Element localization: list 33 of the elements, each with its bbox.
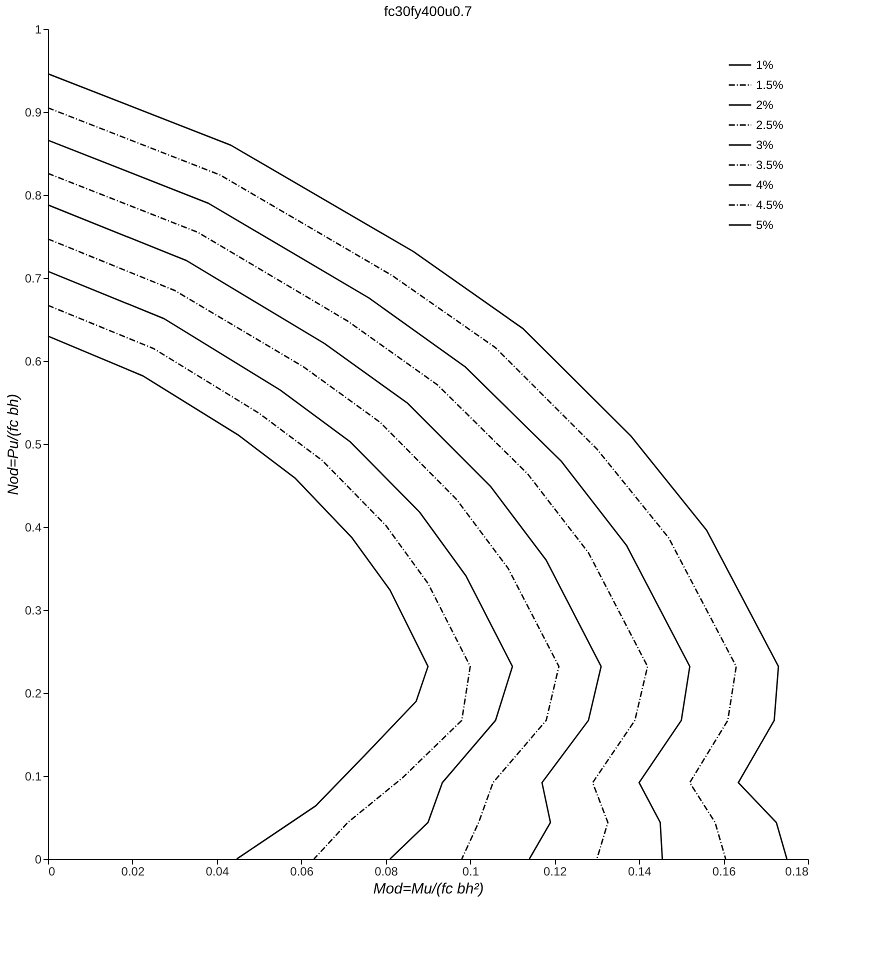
- y-tick-label: 0.9: [24, 106, 42, 120]
- x-tick-label: 0.04: [206, 864, 230, 878]
- y-tick-label: 0: [34, 852, 42, 866]
- legend-label: 3%: [756, 138, 774, 152]
- x-tick-label: 0.02: [121, 864, 145, 878]
- x-tick-label: 0: [48, 864, 56, 878]
- y-tick-label: 0.4: [24, 520, 42, 534]
- x-tick-label: 0.08: [374, 864, 398, 878]
- x-tick-label: 0.14: [628, 864, 652, 878]
- x-tick-label: 0.12: [543, 864, 568, 878]
- y-tick-label: 0.6: [24, 354, 42, 368]
- legend-label: 2%: [756, 98, 774, 112]
- x-tick-label: 0.16: [712, 864, 736, 878]
- x-axis-title: Mod=Mu/(fc bh²): [373, 880, 484, 898]
- legend-label: 2.5%: [756, 118, 784, 132]
- legend-label: 3.5%: [756, 158, 784, 172]
- legend-label: 1%: [756, 58, 774, 72]
- y-tick-label: 0.3: [24, 604, 42, 618]
- x-tick-label: 0.06: [290, 864, 314, 878]
- legend-label: 5%: [756, 218, 774, 232]
- y-tick-label: 0.7: [24, 272, 42, 286]
- legend-label: 4%: [756, 178, 774, 192]
- legend-label: 1.5%: [756, 78, 784, 92]
- y-tick-label: 0.8: [24, 188, 42, 202]
- y-tick-label: 1: [34, 22, 42, 36]
- y-tick-label: 0.1: [24, 770, 42, 784]
- x-tick-label: 0.18: [785, 864, 809, 878]
- y-tick-label: 0.5: [24, 438, 42, 452]
- y-tick-label: 0.2: [24, 686, 42, 700]
- x-tick-label: 0.1: [462, 864, 480, 878]
- chart-title: fc30fy400u0.7: [384, 3, 472, 19]
- y-axis-title: Nod=Pu/(fc bh): [4, 394, 22, 496]
- legend-label: 4.5%: [756, 198, 784, 212]
